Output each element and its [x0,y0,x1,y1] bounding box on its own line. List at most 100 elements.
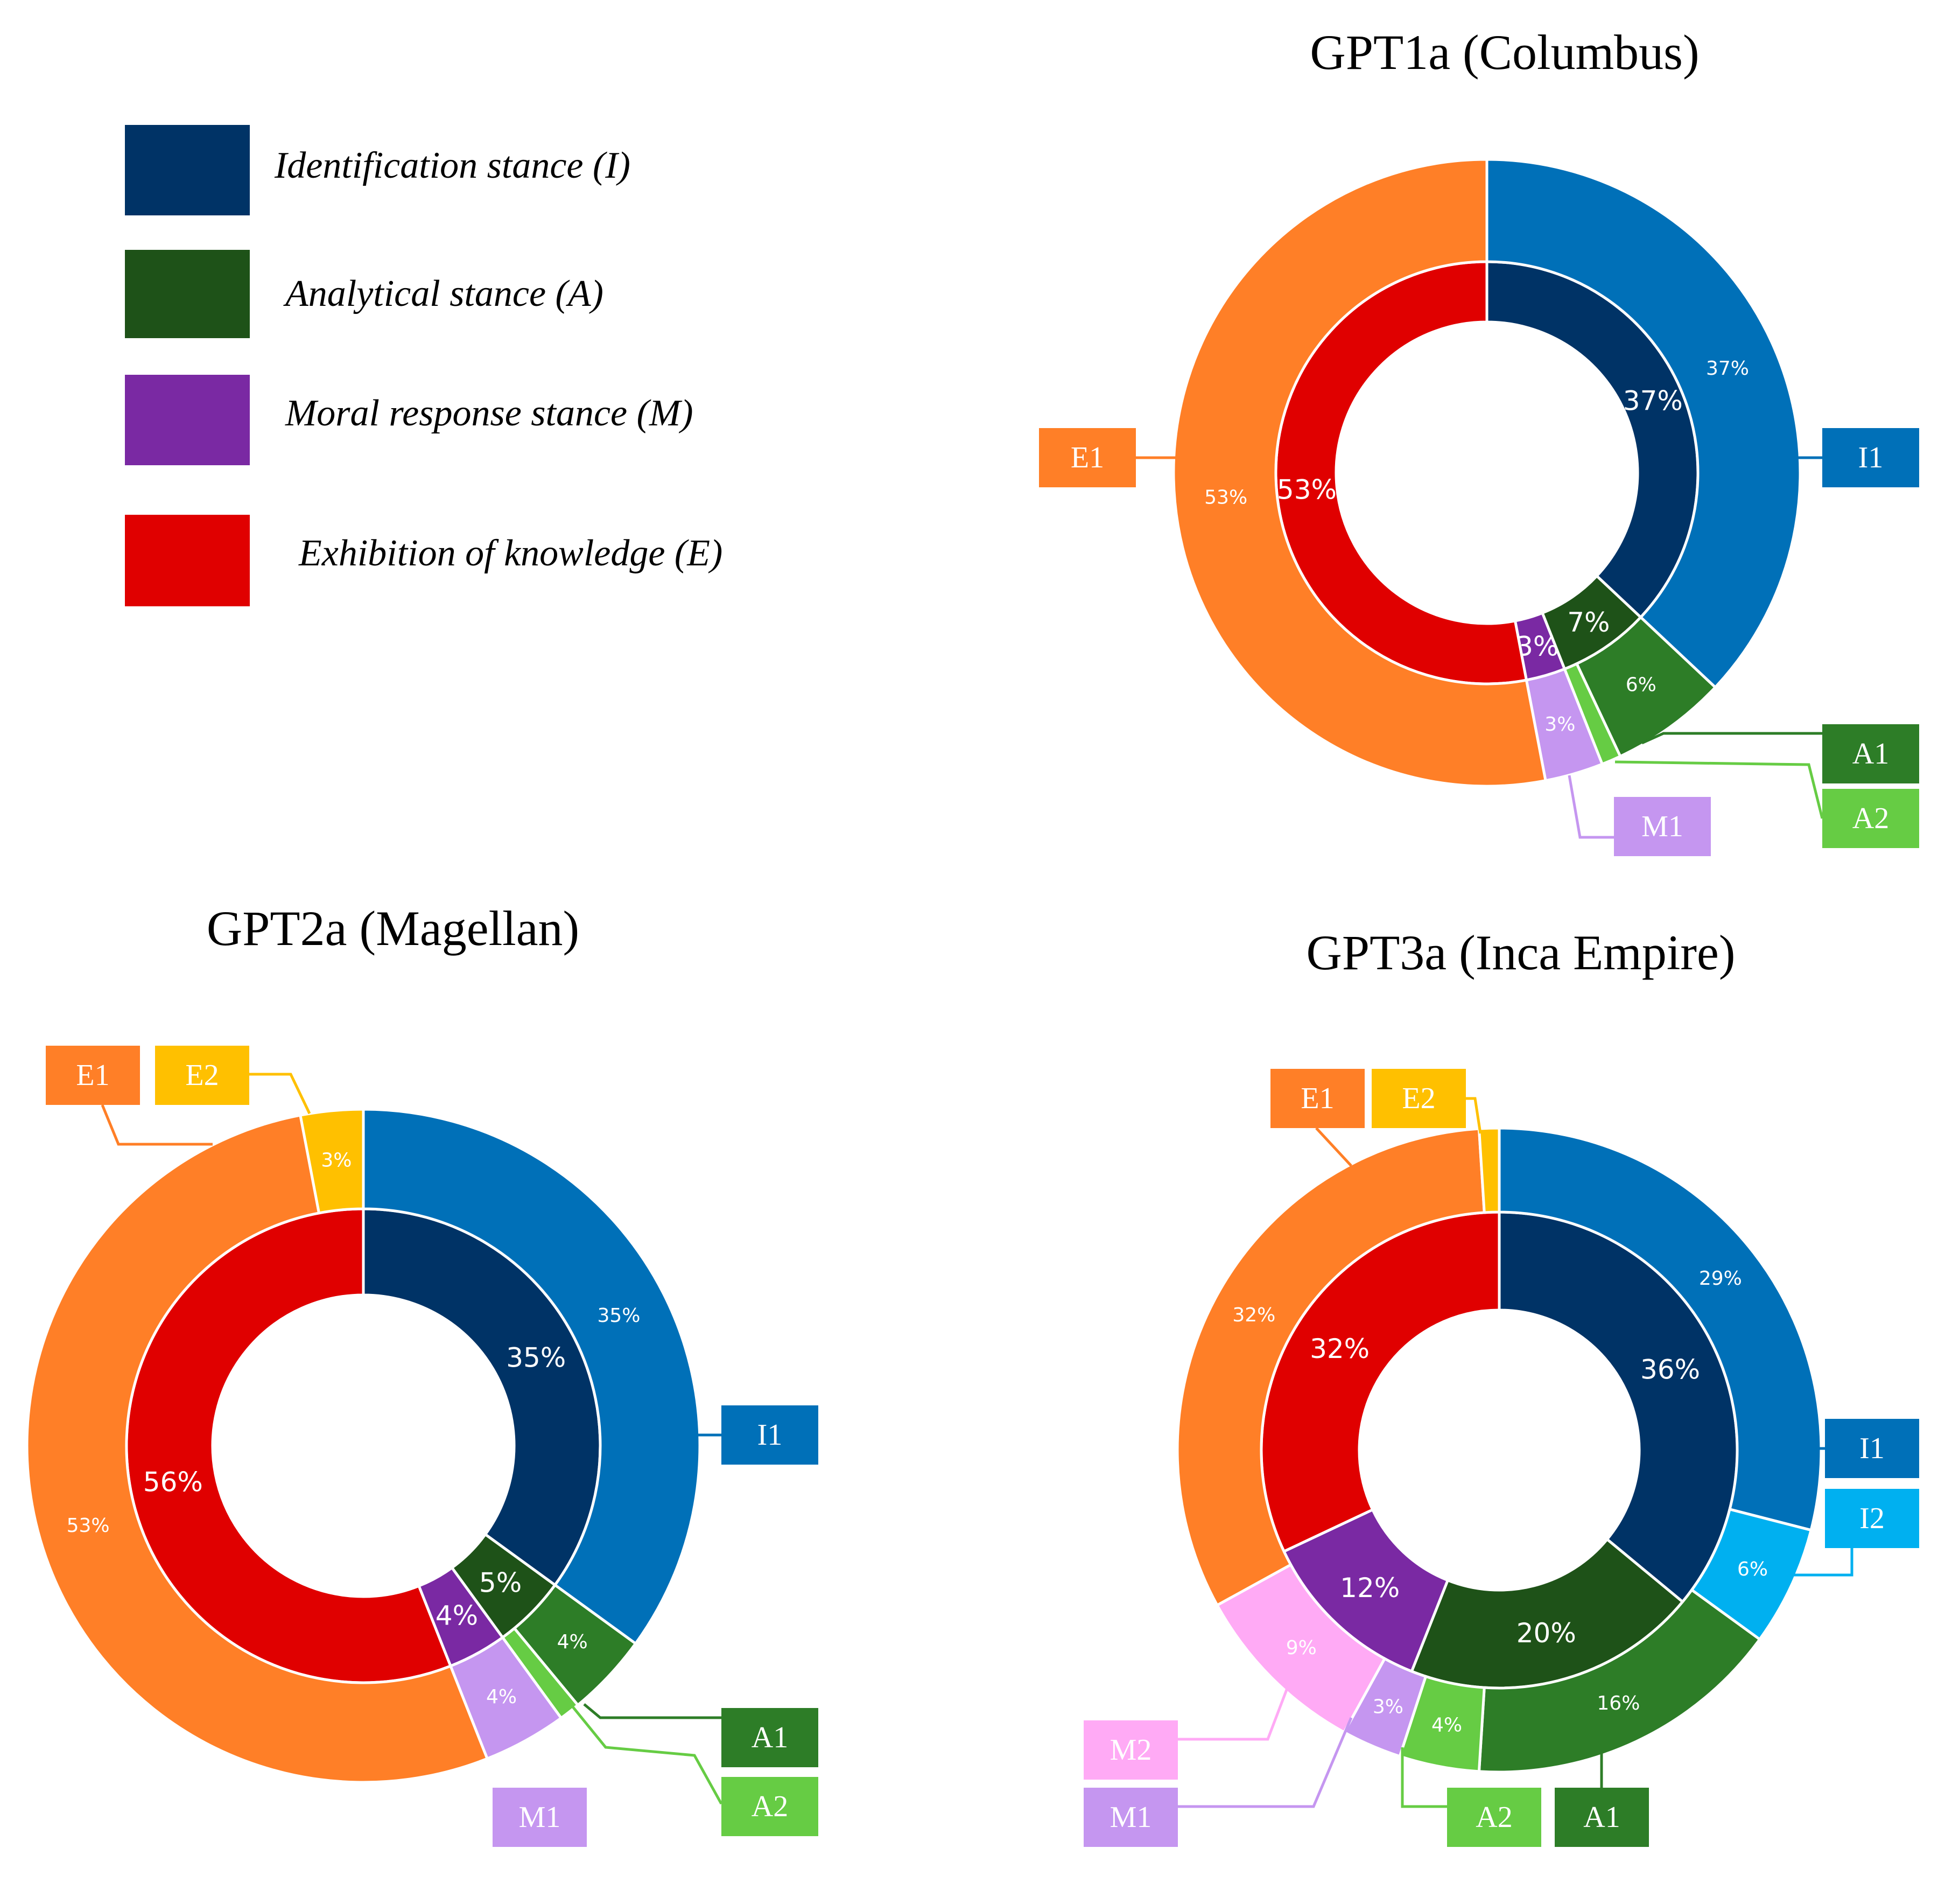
inner-value-label-i: 35% [506,1342,566,1374]
outer-value-label-m2: 9% [1286,1637,1317,1659]
legend-swatch-identification [125,125,250,215]
leader-line-e1 [1315,1127,1352,1167]
outer-slice-e2 [1477,1126,1501,1214]
inner-value-label-a: 20% [1516,1618,1576,1649]
category-tag-label-a2: A2 [752,1790,788,1823]
leader-line-m1 [1568,775,1614,839]
legend-swatch-exhibition [125,515,250,606]
donut-inca: 36% 20% 12% 32% 29% 6% 16% 4% 3% 9% 32% I1 I2 A1 A2 M1 M… [1084,1069,1919,1847]
chart-columbus: GPT1a (Columbus) 37%7%3%53%37%6%3%53%I1A… [1039,25,1919,856]
category-tag-label-m1: M1 [519,1801,561,1834]
category-tag-i1 [1825,1419,1919,1478]
category-tag-e1 [1270,1069,1365,1128]
category-tag-a2 [1447,1788,1541,1847]
category-tag-label-a1: A1 [1852,737,1889,771]
outer-value-label-a1: 4% [557,1631,588,1653]
legend-label-moral: Moral response stance (M) [285,393,693,434]
category-tag-m1 [1614,797,1711,856]
outer-value-label-m1: 4% [486,1686,517,1708]
outer-value-label-e2: 3% [321,1149,352,1171]
category-tag-m1 [1084,1788,1178,1847]
category-tag-label-a2: A2 [1476,1801,1512,1834]
category-tag-label-a1: A1 [752,1721,788,1754]
legend: Identification stance (I) Analytical sta… [125,125,722,606]
outer-slice-e2 [298,1108,365,1215]
chart-title-inca: GPT3a (Inca Empire) [1306,925,1735,980]
leader-line-a1 [1641,732,1822,745]
category-tag-i2 [1825,1489,1919,1548]
category-tag-label-i1: I1 [1858,441,1884,474]
outer-value-label-a1: 6% [1626,674,1656,696]
category-tag-a1 [1822,724,1919,783]
outer-value-label-i2: 6% [1737,1558,1768,1580]
leader-line-e1 [101,1104,213,1146]
category-tag-a2 [721,1777,818,1836]
category-tag-label-m1: M1 [1110,1801,1152,1834]
legend-label-identification: Identification stance (I) [274,145,630,186]
inner-value-label-a: 5% [479,1567,522,1599]
inner-value-label-e: 56% [143,1466,203,1497]
category-tag-e1 [1039,428,1136,487]
outer-slice-e1 [1172,158,1547,788]
leader-line-e2 [1466,1097,1482,1134]
outer-slice-i1 [1485,158,1802,689]
category-tag-label-a1: A1 [1583,1801,1620,1834]
leader-line-m2 [1178,1682,1291,1741]
category-tag-label-a2: A2 [1852,802,1889,835]
outer-value-label-a1: 16% [1597,1692,1640,1714]
chart-magellan: GPT2a (Magellan) 35%5%4%56%35%4%4%53%3%I… [25,901,818,1847]
category-tag-e2 [1372,1069,1466,1128]
outer-value-label-e1: 53% [67,1515,110,1537]
outer-slice-i1 [362,1108,701,1646]
outer-value-label-i1: 37% [1706,358,1749,380]
category-tag-e1 [46,1046,140,1105]
category-tag-label-e2: E2 [185,1059,219,1092]
category-tag-a1 [721,1708,818,1767]
category-tag-label-e1: E1 [76,1059,109,1092]
category-tag-label-m1: M1 [1641,810,1683,843]
category-tag-label-i2: I2 [1859,1502,1885,1535]
leader-line-a2 [570,1703,723,1805]
category-tag-i1 [1822,428,1919,487]
inner-value-label-e: 32% [1310,1333,1370,1364]
leader-line-a1 [583,1703,721,1719]
chart-inca: GPT3a (Inca Empire) 36% 20% 12% 32% 29% 6% 16%… [1084,925,1919,1847]
leader-line-e2 [249,1073,311,1115]
category-tag-label-e1: E1 [1301,1082,1334,1115]
inner-value-label-m: 12% [1340,1572,1400,1604]
category-tag-m1 [493,1788,587,1847]
inner-value-label-a: 7% [1567,607,1610,638]
chart-title-magellan: GPT2a (Magellan) [207,901,579,956]
category-tag-e2 [155,1046,249,1105]
legend-swatch-analytical [125,250,250,338]
outer-slice-e1 [25,1114,489,1784]
inner-value-label-i: 37% [1623,386,1683,417]
leader-line-i2 [1777,1548,1853,1577]
leader-line-a2 [1614,760,1824,819]
outer-value-label-a2: 4% [1431,1714,1462,1736]
category-tag-label-m2: M2 [1110,1733,1152,1767]
category-tag-label-i1: I1 [1859,1432,1885,1465]
category-tag-label-i1: I1 [757,1418,783,1452]
category-tag-i1 [721,1405,818,1465]
outer-value-label-e1: 53% [1204,486,1247,508]
category-tag-label-e2: E2 [1402,1082,1435,1115]
category-tag-a2 [1822,789,1919,848]
legend-label-exhibition: Exhibition of knowledge (E) [298,533,722,574]
inner-value-label-i: 36% [1640,1354,1700,1385]
outer-value-label-i1: 35% [597,1305,640,1327]
inner-value-label-e: 53% [1277,474,1337,506]
legend-label-analytical: Analytical stance (A) [283,273,603,314]
leader-line-m1 [1178,1717,1353,1808]
outer-value-label-i1: 29% [1699,1268,1742,1290]
category-tag-label-e1: E1 [1071,441,1104,474]
outer-value-label-m1: 3% [1544,713,1575,736]
leader-line-a2 [1401,1747,1447,1808]
outer-value-label-e1: 32% [1232,1304,1275,1326]
outer-slice-e1 [1176,1127,1486,1607]
inner-value-label-m: 4% [436,1600,478,1631]
category-tag-m2 [1084,1720,1178,1780]
